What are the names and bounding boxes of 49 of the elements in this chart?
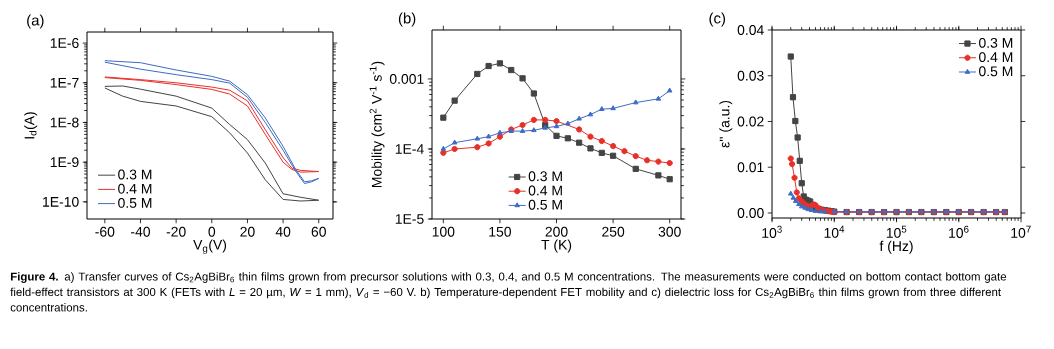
y-tick-label: 0.01 <box>737 162 764 173</box>
y-tick-label: 1E-6 <box>50 38 79 49</box>
x-tick-label: -20 <box>166 226 186 237</box>
legend-label: 0.3 M <box>118 169 152 180</box>
x-tick-label: 60 <box>311 226 326 237</box>
y-tick-label: 0.001 <box>389 74 424 84</box>
y-tick-label: 1E-4 <box>395 144 424 154</box>
x-tick-label: 10$^{7}$ <box>1011 225 1031 238</box>
x-tick-label: 0 <box>208 226 216 237</box>
x-tick-label: 20 <box>240 226 255 237</box>
x-tick-label: 150 <box>489 226 512 237</box>
y-tick-label: 0.04 <box>737 25 764 35</box>
y-tick-label: 1E-8 <box>50 117 79 128</box>
x-tick-label: 10$^{6}$ <box>949 225 969 238</box>
x-tick-label: 300 <box>658 226 681 237</box>
x-axis-title: f (Hz) <box>879 240 913 254</box>
chart-title: (a) <box>27 14 44 29</box>
x-axis-title: T (K) <box>541 239 572 253</box>
x-tick-label: 250 <box>602 226 625 237</box>
legend-label: 0.5 M <box>979 66 1013 77</box>
x-tick-label: 200 <box>545 226 568 237</box>
legend-label: 0.3 M <box>528 171 562 182</box>
y-tick-label: 1E-5 <box>395 214 424 224</box>
legend-label: 0.4 M <box>979 52 1013 63</box>
x-tick-label: -60 <box>95 226 115 237</box>
chart-title: (b) <box>398 12 416 27</box>
x-tick-label: 40 <box>275 226 291 237</box>
legend-label: 0.4 M <box>118 183 152 194</box>
x-tick-label: 10$^{3}$ <box>762 225 782 238</box>
text: Figure 4. a) Transfer curves of Cs$_{2}$AgBiBr$_{6}$ thin films grown from precursor solutions with 0.3, 0.4, and 0.5 M concentrations. The measurements were conducted on bottom contact bottom gate field-effect transistors at 300 K (FETs with L = 20 µm, W = 1 mm), V$_{d}$ = −60 V. b) Temperature-dependent FET mobility and c) dielectric loss for Cs$_{2}$AgBiBr$_{6}$ thin films grown from three different concentrations. <box>10 272 1007 312</box>
legend-label: 0.5 M <box>118 197 152 208</box>
x-axis-title: V$_{g}$(V) <box>193 239 227 254</box>
legend-label: 0.4 M <box>528 185 562 196</box>
legend-label: 0.3 M <box>979 37 1013 48</box>
x-tick-label: 100 <box>432 226 455 237</box>
y-tick-label: 1E-10 <box>43 196 79 207</box>
y-tick-label: 0.02 <box>737 116 764 127</box>
y-tick-label: 1E-7 <box>50 77 79 88</box>
x-tick-label: 10$^{4}$ <box>824 225 845 238</box>
chart-title: (c) <box>709 12 726 27</box>
legend-label: 0.5 M <box>528 199 562 210</box>
y-axis-title: ε'' (a.u.) <box>719 100 733 148</box>
y-axis-title: I$_{d}$(A) <box>24 112 38 139</box>
y-tick-label: 1E-9 <box>50 157 79 168</box>
y-tick-label: 0.03 <box>737 70 764 81</box>
y-tick-label: 0.00 <box>737 208 764 218</box>
x-tick-label: 10$^{5}$ <box>886 225 907 238</box>
y-axis-title: Mobility (cm$^{2}$ V$^{-1}$ s$^{-1}$) <box>369 61 385 188</box>
x-tick-label: -40 <box>131 226 151 237</box>
